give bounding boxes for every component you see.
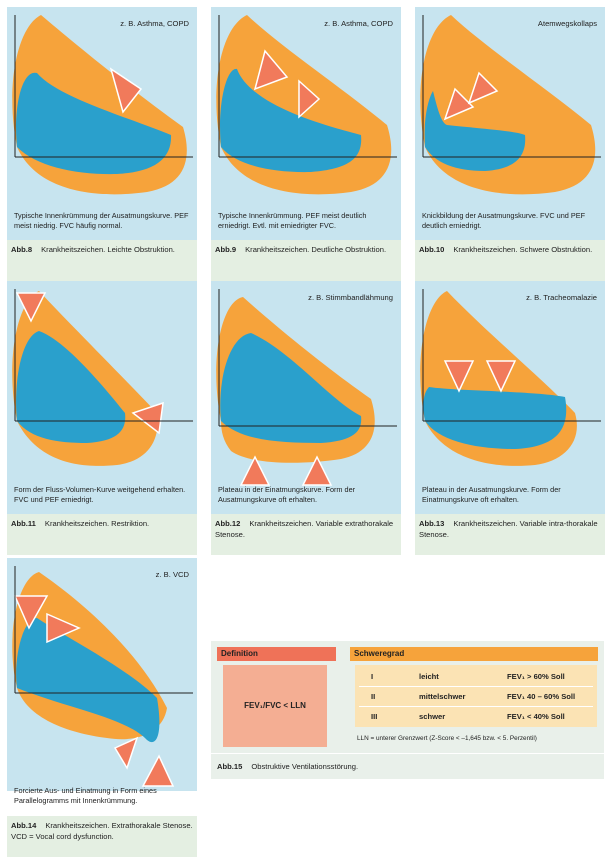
severity-row: II mittelschwer FEV₁ 40 – 60% Soll <box>355 688 597 705</box>
severity-header: Schweregrad <box>350 647 598 661</box>
severity-name: mittelschwer <box>419 692 466 701</box>
condition-label: Atemwegskollaps <box>537 19 597 28</box>
definition-text: FEV₁/FVC < LLN <box>223 665 327 747</box>
figure-description: Typische Innenkrümmung der Ausatmungskur… <box>14 211 189 230</box>
obstruction-table: Definition Schweregrad FEV₁/FVC < LLN I … <box>211 641 604 753</box>
figure-caption: Abb.13 Krankheitszeichen. Variable intra-… <box>415 514 605 555</box>
caption-text: Krankheitszeichen. Schwere Obstruktion. <box>453 245 593 254</box>
figure-description: Plateau in der Einatmungskurve. Form der… <box>218 485 356 504</box>
severity-rows: I leicht FEV₁ > 60% Soll II mittelschwer… <box>355 665 597 727</box>
caption-text: Krankheitszeichen. Deutliche Obstruktion… <box>245 245 387 254</box>
figure-number: Abb.11 <box>11 519 36 528</box>
figure-caption: Abb.10 Krankheitszeichen. Schwere Obstruk… <box>415 240 605 281</box>
condition-label: z. B. Asthma, COPD <box>120 19 189 28</box>
figure-caption: Abb.8 Krankheitszeichen. Leichte Obstrukt… <box>7 240 197 281</box>
condition-label: z. B. Asthma, COPD <box>324 19 393 28</box>
severity-grade: II <box>371 692 376 701</box>
caption-text: Krankheitszeichen. Restriktion. <box>44 519 150 528</box>
severity-value: FEV₁ < 40% Soll <box>507 712 565 721</box>
figure-caption: Abb.11 Krankheitszeichen. Restriktion. <box>7 514 197 555</box>
figure-description: Typische Innenkrümmung. PEF meist deutli… <box>218 211 367 230</box>
figure-description: Knickbildung der Ausatmungskurve. FVC un… <box>422 211 586 230</box>
severity-name: leicht <box>419 672 439 681</box>
flow-volume-figure-8: z. B. Asthma, COPD Typische Innenkrümmun… <box>7 7 197 240</box>
table-caption: Abb.15 Obstruktive Ventilationsstörung. <box>211 753 604 779</box>
condition-label: z. B. Stimmbandlähmung <box>308 293 393 302</box>
lln-footnote: LLN = unterer Grenzwert (Z-Score < –1,64… <box>357 735 537 742</box>
severity-row: I leicht FEV₁ > 60% Soll <box>355 668 597 685</box>
severity-grade: I <box>371 672 374 681</box>
flow-volume-figure-14: z. B. VCD Forcierte Aus- und Einatmung i… <box>7 558 197 805</box>
figure-number: Abb.13 <box>419 519 445 528</box>
figure-number: Abb.9 <box>215 245 237 254</box>
figure-number: Abb.14 <box>11 821 37 830</box>
definition-header: Definition <box>217 647 336 661</box>
severity-name: schwer <box>419 712 446 721</box>
severity-value: FEV₁ > 60% Soll <box>507 672 565 681</box>
flow-volume-figure-13: z. B. Tracheomalazie Plateau in der Ausa… <box>415 281 605 514</box>
figure-description: Plateau in der Ausatmungskurve. Form der… <box>422 485 561 504</box>
flow-volume-figure-9: z. B. Asthma, COPD Typische Innenkrümmun… <box>211 7 401 240</box>
figure-caption: Abb.9 Krankheitszeichen. Deutliche Obstru… <box>211 240 401 281</box>
row-divider <box>359 686 593 687</box>
caption-text: Krankheitszeichen. Leichte Obstruktion. <box>41 245 175 254</box>
severity-value: FEV₁ 40 – 60% Soll <box>507 692 576 701</box>
caption-text: Krankheitszeichen. Variable intra-thorak… <box>419 519 598 539</box>
condition-label: z. B. Tracheomalazie <box>526 293 597 302</box>
figure-number: Abb.8 <box>11 245 33 254</box>
flow-volume-figure-10: Atemwegskollaps Knickbildung der Ausatmu… <box>415 7 605 240</box>
figure-caption: Abb.12 Krankheitszeichen. Variable extrat… <box>211 514 401 555</box>
condition-label: z. B. VCD <box>155 570 189 579</box>
severity-row: III schwer FEV₁ < 40% Soll <box>355 708 597 725</box>
figure-number: Abb.15 <box>217 762 243 771</box>
caption-text: Krankheitszeichen. Extrathorakale Stenos… <box>11 821 193 841</box>
figure-number: Abb.12 <box>215 519 241 528</box>
figure-description: Forcierte Aus- und Einatmung in Form ein… <box>14 786 157 805</box>
figure-number: Abb.10 <box>419 245 445 254</box>
figure-caption: Abb.14 Krankheitszeichen. Extrathorakale … <box>7 816 197 857</box>
severity-grade: III <box>371 712 378 721</box>
flow-volume-figure-12: z. B. Stimmbandlähmung Plateau in der Ei… <box>211 281 401 514</box>
figure-description: Form der Fluss-Volumen-Kurve weitgehend … <box>14 485 186 504</box>
caption-text: Obstruktive Ventilationsstörung. <box>251 762 359 771</box>
flow-volume-figure-11: Form der Fluss-Volumen-Kurve weitgehend … <box>7 281 197 514</box>
row-divider <box>359 706 593 707</box>
caption-text: Krankheitszeichen. Variable extrathoraka… <box>215 519 394 539</box>
